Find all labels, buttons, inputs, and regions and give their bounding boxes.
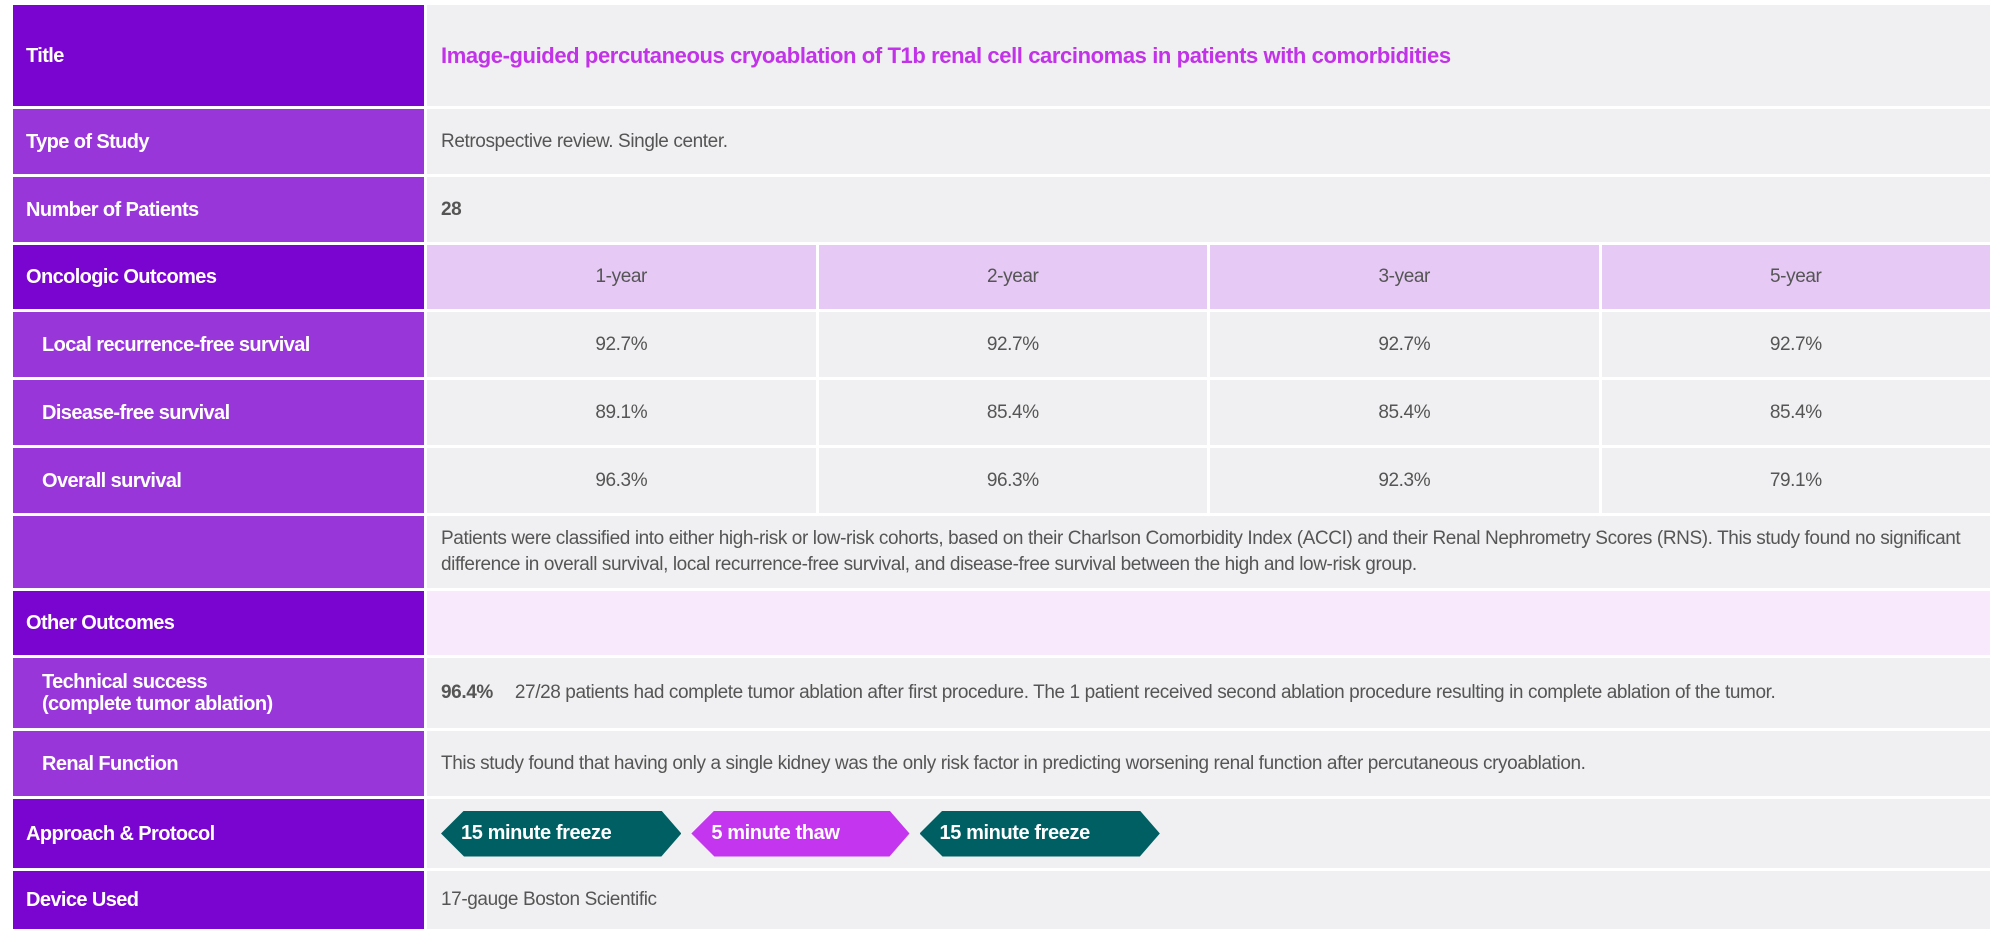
- study-title: Image-guided percutaneous cryoablation o…: [427, 5, 1990, 106]
- cell: 96.3%: [427, 448, 816, 513]
- year-header: 2-year: [819, 245, 1208, 309]
- cell: 85.4%: [1210, 380, 1599, 445]
- cell: 92.7%: [1602, 312, 1990, 377]
- row-label: Type of Study: [13, 109, 424, 174]
- cell: 92.7%: [819, 312, 1208, 377]
- row-label: Overall survival: [13, 448, 424, 513]
- protocol-step: 5 minute thaw: [691, 811, 909, 857]
- cell: 28: [427, 177, 1990, 242]
- row-label: Renal Function: [13, 731, 424, 796]
- row-label: Oncologic Outcomes: [13, 245, 424, 309]
- cell: This study found that having only a sing…: [427, 731, 1990, 796]
- cell: 92.3%: [1210, 448, 1599, 513]
- year-header: 1-year: [427, 245, 816, 309]
- year-header: 3-year: [1210, 245, 1599, 309]
- study-table: Title Image-guided percutaneous cryoabla…: [13, 5, 1990, 926]
- cell: [427, 591, 1990, 655]
- row-label: Disease-free survival: [13, 380, 424, 445]
- cell: 17-gauge Boston Scientific: [427, 871, 1990, 929]
- cell: 85.4%: [819, 380, 1208, 445]
- value: 96.4%: [441, 682, 493, 704]
- cell: 15 minute freeze 5 minute thaw 15 minute…: [427, 799, 1990, 868]
- row-label: [13, 516, 424, 588]
- protocol-step: 15 minute freeze: [920, 811, 1160, 857]
- row-label: Other Outcomes: [13, 591, 424, 655]
- cell: 79.1%: [1602, 448, 1990, 513]
- note: Patients were classified into either hig…: [427, 516, 1990, 588]
- text: 27/28 patients had complete tumor ablati…: [515, 682, 1776, 704]
- row-label: Title: [13, 5, 424, 106]
- cell: 96.4% 27/28 patients had complete tumor a…: [427, 658, 1990, 728]
- protocol-step: 15 minute freeze: [441, 811, 681, 857]
- cell: Retrospective review. Single center.: [427, 109, 1990, 174]
- row-label: Number of Patients: [13, 177, 424, 242]
- row-label: Approach & Protocol: [13, 799, 424, 868]
- row-label: Technical success (complete tumor ablati…: [13, 658, 424, 728]
- row-label: Device Used: [13, 871, 424, 929]
- cell: 92.7%: [1210, 312, 1599, 377]
- cell: 85.4%: [1602, 380, 1990, 445]
- cell: 92.7%: [427, 312, 816, 377]
- row-label: Local recurrence-free survival: [13, 312, 424, 377]
- cell: 96.3%: [819, 448, 1208, 513]
- cell: 89.1%: [427, 380, 816, 445]
- year-header: 5-year: [1602, 245, 1990, 309]
